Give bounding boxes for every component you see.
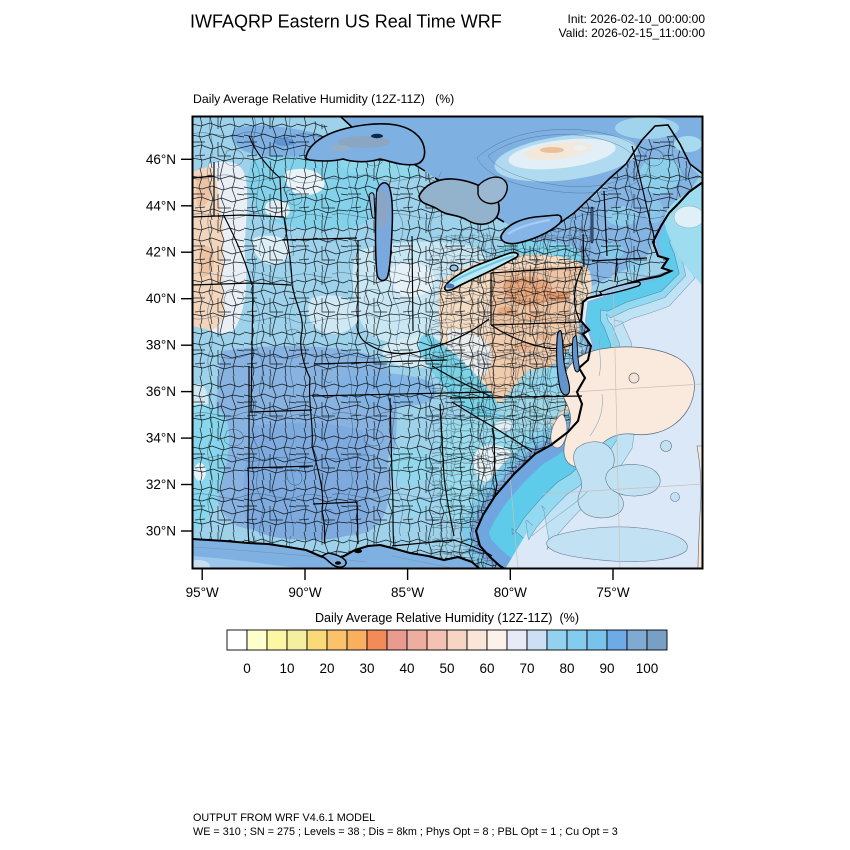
svg-text:10: 10 (279, 661, 294, 676)
svg-text:80: 80 (559, 661, 574, 676)
svg-text:Init: 2026-02-10_00:00:00: Init: 2026-02-10_00:00:00 (568, 12, 706, 26)
svg-text:38°N: 38°N (146, 338, 176, 353)
svg-text:95°W: 95°W (186, 585, 219, 600)
svg-text:75°W: 75°W (596, 585, 629, 600)
svg-text:34°N: 34°N (146, 431, 176, 446)
svg-text:100: 100 (636, 661, 659, 676)
svg-text:IWFAQRP Eastern US Real Time W: IWFAQRP Eastern US Real Time WRF (190, 12, 502, 32)
svg-text:80°W: 80°W (494, 585, 527, 600)
svg-text:70: 70 (519, 661, 534, 676)
svg-text:Valid: 2026-02-15_11:00:00: Valid: 2026-02-15_11:00:00 (559, 26, 706, 40)
svg-text:40°N: 40°N (146, 291, 176, 306)
svg-text:Daily Average Relative Humidit: Daily Average Relative Humidity (12Z-11Z… (193, 92, 454, 106)
svg-text:Daily Average Relative Humidit: Daily Average Relative Humidity (12Z-11Z… (315, 611, 579, 625)
svg-text:20: 20 (319, 661, 334, 676)
svg-text:WE = 310 ; SN = 275 ; Levels =: WE = 310 ; SN = 275 ; Levels = 38 ; Dis … (193, 826, 618, 838)
svg-text:85°W: 85°W (391, 585, 424, 600)
svg-text:42°N: 42°N (146, 245, 176, 260)
svg-text:36°N: 36°N (146, 384, 176, 399)
svg-text:90: 90 (599, 661, 614, 676)
svg-text:0: 0 (243, 661, 251, 676)
svg-text:60: 60 (479, 661, 494, 676)
svg-text:44°N: 44°N (146, 198, 176, 213)
svg-text:30: 30 (359, 661, 374, 676)
svg-text:90°W: 90°W (288, 585, 321, 600)
svg-text:30°N: 30°N (146, 524, 176, 539)
svg-text:46°N: 46°N (146, 152, 176, 167)
svg-text:OUTPUT FROM WRF V4.6.1 MODEL: OUTPUT FROM WRF V4.6.1 MODEL (193, 812, 375, 824)
svg-text:40: 40 (399, 661, 414, 676)
svg-text:50: 50 (439, 661, 454, 676)
svg-text:32°N: 32°N (146, 477, 176, 492)
